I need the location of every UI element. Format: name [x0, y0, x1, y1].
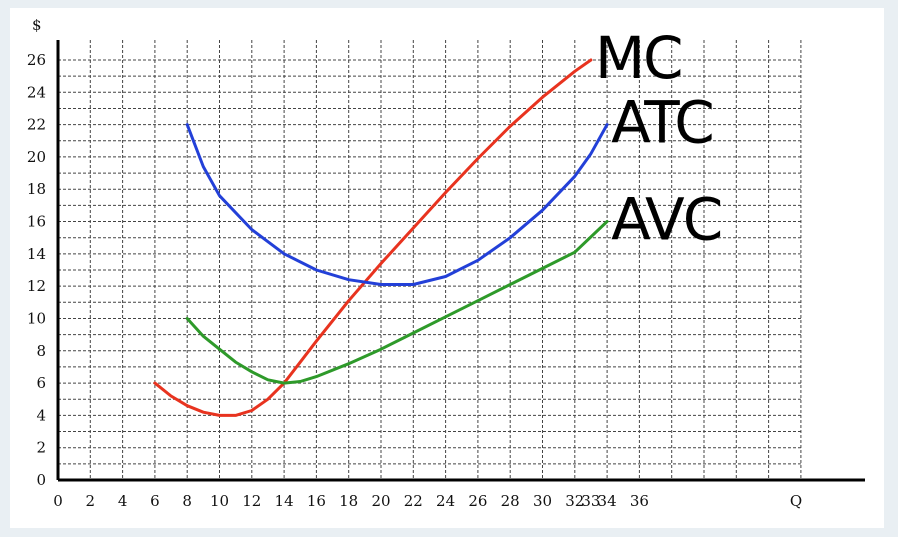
x-tick-label: 16 [307, 492, 326, 510]
x-tick-label: 20 [371, 492, 390, 510]
y-tick-label: 18 [27, 180, 46, 198]
x-axis-label: Q [790, 492, 802, 510]
curve-avc [185, 220, 609, 385]
y-tick-label: 24 [27, 83, 46, 101]
grid [58, 40, 802, 480]
x-tick-label: 26 [468, 492, 487, 510]
axes [56, 40, 865, 482]
x-tick-label: 10 [210, 492, 229, 510]
y-tick-label: 4 [36, 406, 46, 424]
y-tick-label: 6 [36, 374, 46, 392]
y-tick-label: 14 [27, 245, 46, 263]
x-tick-label: 0 [53, 492, 63, 510]
x-tick-label: 14 [275, 492, 294, 510]
x-tick-label: 33 [581, 492, 600, 510]
x-tick-label: 24 [436, 492, 455, 510]
chart-panel: 0 2 4 6 8 10 12 14 16 18 20 22 24 26 0 2 4 6 8 10 12 14 16 18 2… [10, 8, 884, 528]
y-tick-label: 20 [27, 148, 46, 166]
x-tick-label: 12 [242, 492, 261, 510]
curve-label-atc: ATC [611, 89, 713, 157]
x-tick-label: 32 [565, 492, 584, 510]
x-tick-label: 8 [182, 492, 192, 510]
y-tick-label: 0 [36, 471, 46, 489]
y-tick-label: 2 [36, 439, 46, 457]
y-axis-label: $ [32, 16, 42, 34]
x-tick-label: 30 [533, 492, 552, 510]
y-tick-label: 22 [27, 116, 46, 134]
x-tick-label: 18 [339, 492, 358, 510]
x-tick-label: 4 [118, 492, 128, 510]
y-tick-label: 26 [27, 51, 46, 69]
x-tick-label: 6 [150, 492, 160, 510]
x-tick-label: 28 [501, 492, 520, 510]
curve-label-mc: MC [595, 24, 682, 92]
curve-atc [185, 123, 609, 286]
x-tick-label: 2 [86, 492, 96, 510]
x-tick-label: 22 [404, 492, 423, 510]
y-tick-label: 8 [36, 342, 46, 360]
curves [153, 58, 609, 417]
curve-mc [153, 58, 593, 417]
x-tick-label: 36 [630, 492, 649, 510]
curve-label-avc: AVC [611, 186, 721, 254]
y-tick-label: 16 [27, 213, 46, 231]
y-tick-label: 10 [27, 309, 46, 327]
y-tick-label: 12 [27, 277, 46, 295]
x-tick-label: 34 [598, 492, 617, 510]
